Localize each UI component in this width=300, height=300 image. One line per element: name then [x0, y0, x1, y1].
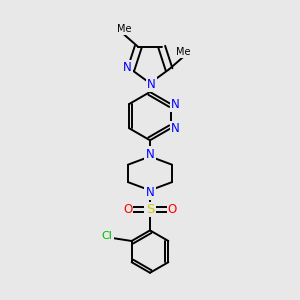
Text: N: N — [171, 98, 180, 111]
Text: N: N — [146, 186, 154, 199]
Text: Cl: Cl — [102, 231, 112, 241]
Text: Me: Me — [117, 24, 131, 34]
Text: O: O — [123, 203, 132, 216]
Text: O: O — [168, 203, 177, 216]
Text: N: N — [171, 122, 180, 135]
Text: N: N — [146, 148, 154, 160]
Text: S: S — [146, 203, 154, 216]
Text: Me: Me — [176, 47, 190, 57]
Text: N: N — [123, 61, 132, 74]
Text: N: N — [147, 78, 156, 91]
